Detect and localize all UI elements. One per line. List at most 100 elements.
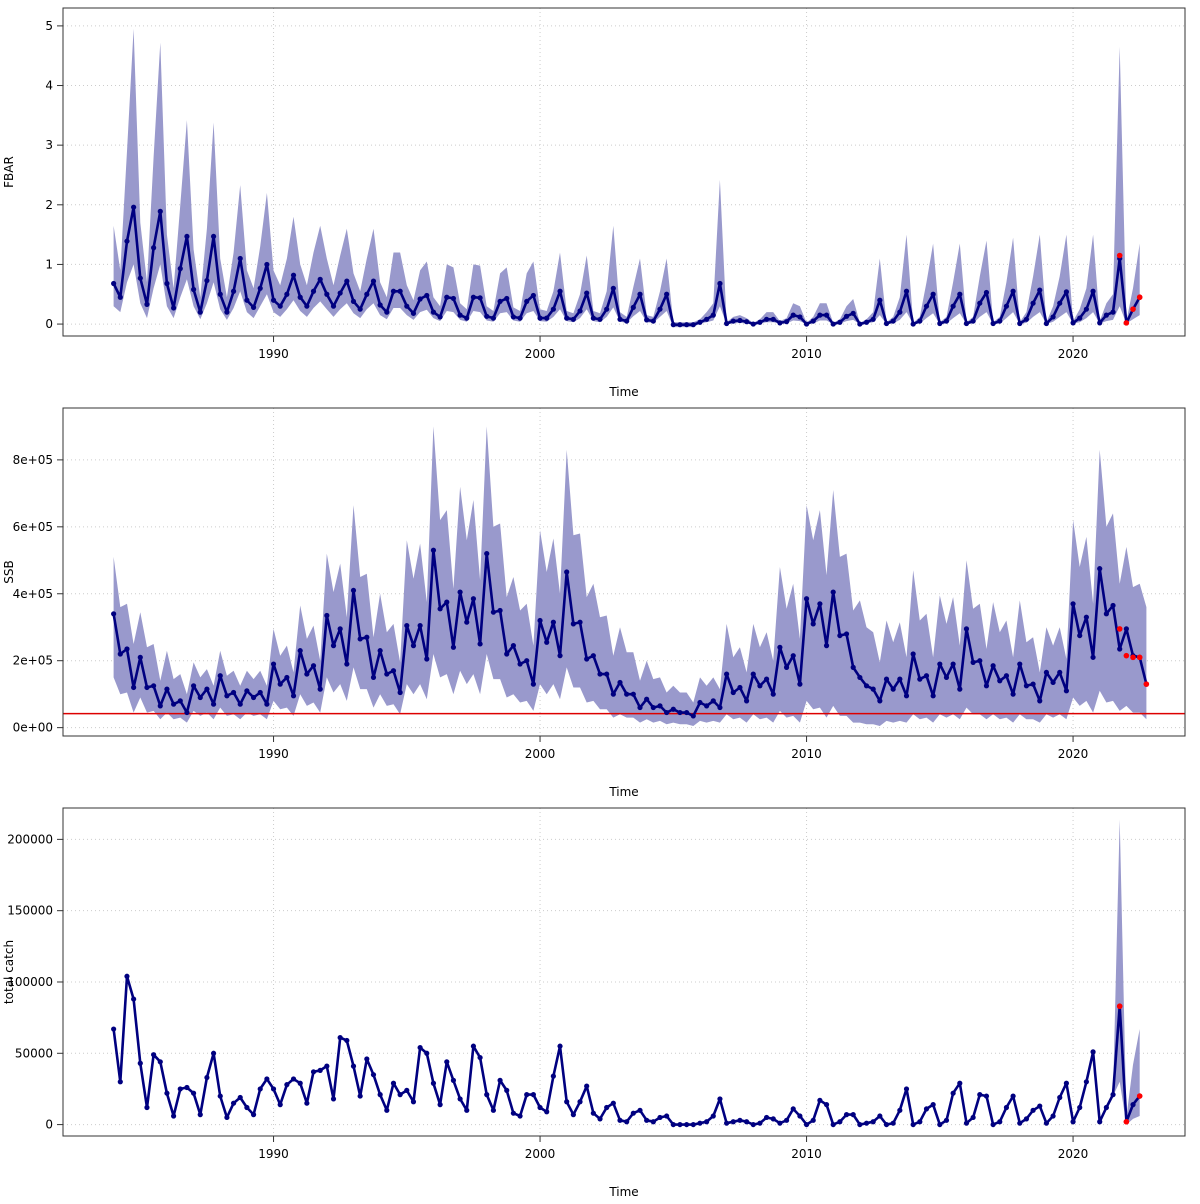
data-point bbox=[957, 686, 963, 692]
data-point bbox=[317, 686, 323, 692]
data-point bbox=[564, 569, 570, 575]
data-point bbox=[877, 297, 883, 303]
data-point bbox=[897, 309, 903, 315]
highlight-point bbox=[1130, 654, 1136, 661]
data-point bbox=[1130, 1102, 1136, 1108]
data-point bbox=[1070, 1119, 1076, 1125]
data-point bbox=[270, 1086, 277, 1092]
data-point bbox=[1050, 679, 1056, 686]
data-point bbox=[1003, 303, 1010, 309]
data-point bbox=[277, 1102, 283, 1108]
data-point bbox=[983, 1093, 990, 1099]
data-point bbox=[484, 1092, 490, 1098]
data-point bbox=[730, 1119, 736, 1125]
data-point bbox=[1030, 300, 1036, 306]
data-point bbox=[477, 1054, 483, 1061]
data-point bbox=[537, 617, 543, 624]
data-point bbox=[697, 1120, 703, 1126]
data-point bbox=[144, 1104, 150, 1111]
data-point bbox=[970, 318, 976, 324]
data-point bbox=[344, 661, 350, 667]
data-point bbox=[364, 291, 370, 297]
data-point bbox=[903, 693, 910, 699]
x-tick-label: 2020 bbox=[1058, 1147, 1089, 1161]
data-point bbox=[164, 686, 170, 692]
highlight-point bbox=[1136, 294, 1143, 301]
data-point bbox=[210, 1050, 217, 1056]
data-point bbox=[517, 315, 523, 321]
data-point bbox=[424, 1050, 430, 1056]
data-point bbox=[550, 619, 556, 625]
data-point bbox=[817, 601, 823, 607]
data-point bbox=[344, 1037, 350, 1044]
y-tick-label: 100000 bbox=[7, 975, 53, 989]
data-point bbox=[690, 713, 696, 719]
data-point bbox=[684, 709, 690, 716]
data-point bbox=[830, 589, 836, 595]
data-point bbox=[743, 319, 750, 325]
data-point bbox=[677, 1121, 683, 1128]
data-point bbox=[490, 609, 497, 615]
data-point bbox=[544, 1109, 550, 1115]
data-point bbox=[224, 1114, 230, 1121]
data-point bbox=[264, 701, 270, 707]
data-point bbox=[597, 316, 603, 322]
data-point bbox=[1057, 1094, 1063, 1101]
data-point bbox=[637, 291, 643, 297]
data-point bbox=[217, 291, 223, 297]
data-point bbox=[410, 1099, 417, 1105]
data-point bbox=[470, 1043, 477, 1049]
data-point bbox=[424, 292, 430, 299]
data-point bbox=[664, 1113, 670, 1119]
y-tick-label: 5 bbox=[45, 19, 53, 33]
data-point bbox=[537, 1104, 543, 1111]
data-point bbox=[244, 688, 250, 694]
data-point bbox=[404, 1087, 410, 1093]
data-point bbox=[117, 1079, 123, 1085]
data-point bbox=[337, 626, 343, 632]
data-point bbox=[117, 294, 123, 300]
data-point bbox=[357, 636, 363, 642]
data-point bbox=[477, 295, 483, 301]
data-point bbox=[417, 622, 423, 629]
data-point bbox=[1063, 688, 1070, 694]
data-point bbox=[457, 312, 463, 318]
data-point bbox=[564, 1099, 570, 1105]
data-point bbox=[757, 319, 763, 325]
data-point bbox=[843, 1112, 850, 1118]
data-point bbox=[937, 320, 943, 327]
data-point bbox=[963, 320, 970, 327]
data-point bbox=[883, 1121, 890, 1128]
data-point bbox=[664, 291, 670, 297]
data-point bbox=[277, 303, 283, 309]
data-point bbox=[704, 703, 710, 709]
data-point bbox=[617, 679, 623, 686]
data-point bbox=[1097, 566, 1103, 572]
data-point bbox=[803, 321, 810, 327]
y-axis-label: SSB bbox=[2, 560, 16, 583]
data-point bbox=[863, 1120, 870, 1126]
data-point bbox=[763, 676, 770, 682]
data-point bbox=[144, 684, 150, 691]
data-point bbox=[570, 621, 576, 627]
plot-frame bbox=[62, 7, 1186, 337]
y-axis-label: FBAR bbox=[2, 156, 16, 188]
data-point bbox=[430, 309, 437, 315]
data-point bbox=[284, 674, 290, 681]
data-point bbox=[237, 701, 243, 707]
data-point bbox=[897, 1107, 903, 1113]
data-point bbox=[377, 1092, 383, 1098]
data-point bbox=[930, 1102, 936, 1108]
data-point bbox=[570, 316, 576, 322]
data-point bbox=[204, 277, 210, 284]
data-point bbox=[257, 689, 263, 696]
data-point bbox=[963, 626, 970, 632]
data-point bbox=[684, 1121, 690, 1128]
data-point bbox=[210, 701, 217, 707]
data-point bbox=[524, 298, 530, 305]
data-point bbox=[823, 1102, 830, 1108]
data-point bbox=[910, 321, 916, 327]
data-point bbox=[530, 1092, 536, 1098]
data-point bbox=[384, 309, 390, 315]
data-point bbox=[264, 1076, 270, 1082]
